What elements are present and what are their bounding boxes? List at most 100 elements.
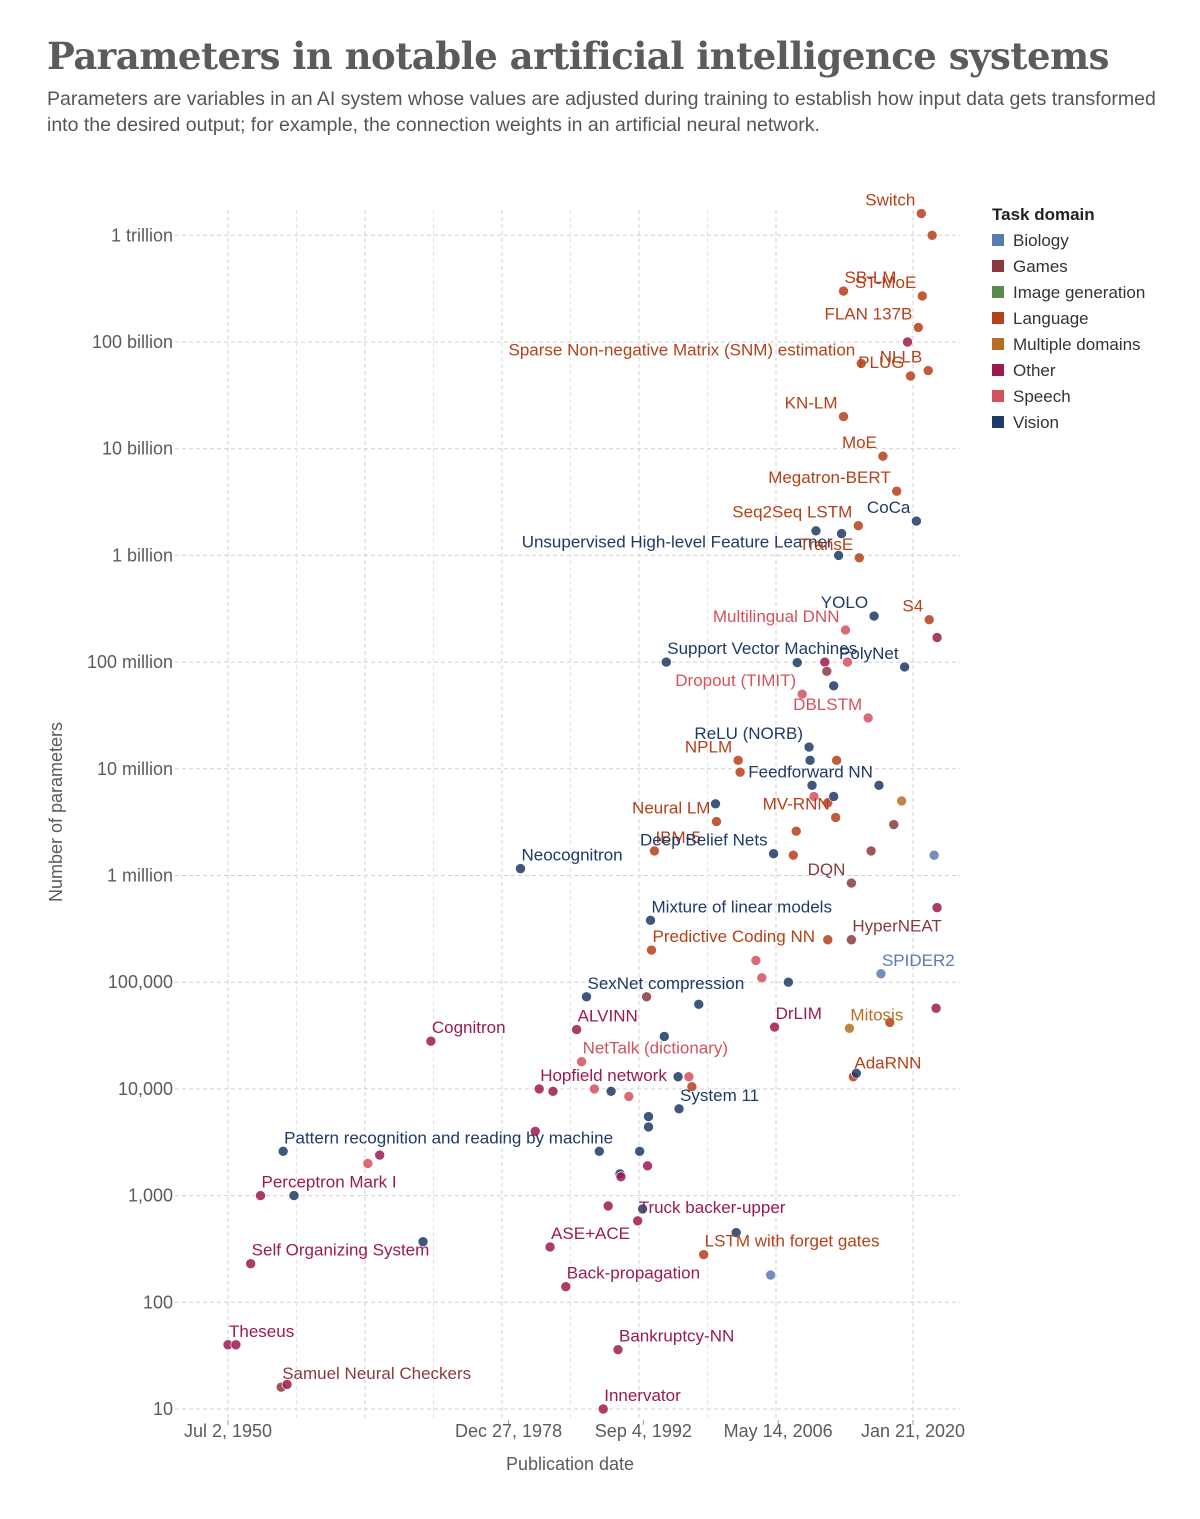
x-tick-label: Jan 21, 2020 [861,1421,965,1441]
legend-swatch [992,338,1004,350]
point-label: Sparse Non-negative Matrix (SNM) estimat… [509,340,856,359]
data-point [911,515,922,527]
data-point [277,1146,289,1157]
point-label: Neocognitron [522,846,623,865]
point-label: Mixture of linear models [652,897,832,916]
data-point [515,863,526,874]
point-label: Dropout (TIMIT) [675,671,796,690]
point-label: Seq2Seq LSTM [732,503,852,522]
data-point [877,450,889,462]
y-tick-label: 10 billion [102,439,173,459]
data-point [615,1171,627,1183]
data-point [819,656,831,668]
data-point [851,1068,862,1079]
data-point [873,780,885,791]
point-label: Pattern recognition and reading by machi… [284,1128,613,1147]
x-tick-label: Jul 2, 1950 [184,1421,272,1441]
data-point [846,877,857,889]
data-point [846,934,857,946]
data-point [831,755,842,766]
chart-subtitle: Parameters are variables in an AI system… [47,88,1156,136]
data-point [840,624,851,636]
data-point [822,934,834,946]
point-label: ALVINN [578,1007,638,1026]
point-label: Self Organizing System [252,1241,430,1260]
data-point [734,766,746,778]
point-label: Bankruptcy-NN [619,1327,734,1346]
data-point [810,525,822,537]
point-label: SB-LM [845,268,897,287]
data-point [896,795,907,807]
data-point [838,285,849,297]
legend-swatch [992,364,1004,376]
data-point [902,336,913,348]
point-label: Feedforward NN [748,762,873,781]
data-point [547,1085,559,1097]
data-point [581,991,592,1003]
data-point [632,1215,643,1227]
point-label: Back-propagation [567,1264,700,1283]
data-point [833,550,844,561]
data-point [931,632,943,643]
data-point [821,665,833,677]
point-label: S4 [902,597,923,616]
point-label: PolyNet [839,644,899,663]
data-point [710,798,721,810]
data-point [783,976,794,988]
point-label: Predictive Coding NN [652,927,815,946]
data-point [803,741,815,753]
point-label: Support Vector Machines [667,639,857,658]
x-tick-label: May 14, 2006 [724,1421,833,1441]
data-point [750,955,762,966]
data-point [597,1403,609,1415]
point-label: FLAN 137B [824,304,912,323]
point-label: PLUG [858,353,904,372]
data-point [686,1081,698,1092]
point-label: MoE [842,433,877,452]
data-point [884,1017,896,1028]
data-point [673,1103,685,1115]
point-label: Innervator [604,1386,681,1405]
point-label: DQN [808,860,846,879]
point-label: Deep Belief Nets [640,831,768,850]
y-tick-label: 100,000 [108,972,173,992]
data-point [922,365,934,376]
legend-swatch [992,312,1004,324]
data-point [576,1056,587,1067]
point-label: Neural LM [632,799,710,818]
point-label: AdaRNN [854,1054,921,1073]
data-point [917,290,928,302]
data-point [533,1083,545,1095]
point-label: NetTalk (dictionary) [583,1039,729,1058]
legend-swatch [992,390,1004,402]
data-point [544,1241,556,1253]
x-tick-label: Sep 4, 1992 [595,1421,692,1441]
legend-item: Other [1013,361,1056,380]
point-label: Cognitron [432,1018,506,1037]
data-point [693,999,705,1010]
y-tick-label: 1,000 [128,1186,173,1206]
data-point [838,411,849,422]
point-label: DBLSTM [793,695,862,714]
data-point [698,1249,709,1260]
data-point [855,358,867,369]
data-point [828,791,839,802]
point-label: IBM-5 [655,828,700,847]
data-point [529,1126,541,1137]
point-label: SexNet compression [587,974,744,993]
data-point [417,1236,429,1247]
point-label: Theseus [229,1322,294,1341]
data-point [913,322,924,333]
legend-swatch [992,286,1004,298]
legend-item: Language [1013,309,1089,328]
point-labels: Theseus Self Organizing System Perceptron … [229,191,955,1405]
y-tick-label: 10 million [97,759,173,779]
point-label: DrLIM [776,1004,822,1023]
data-point [730,1227,742,1238]
data-point [255,1190,266,1201]
x-tick-label: Dec 27, 1978 [455,1421,562,1441]
point-label: SPIDER2 [882,951,955,970]
data-point [830,812,841,823]
legend-item: Multiple domains [1013,335,1141,354]
point-label: Perceptron Mark I [262,1173,397,1192]
